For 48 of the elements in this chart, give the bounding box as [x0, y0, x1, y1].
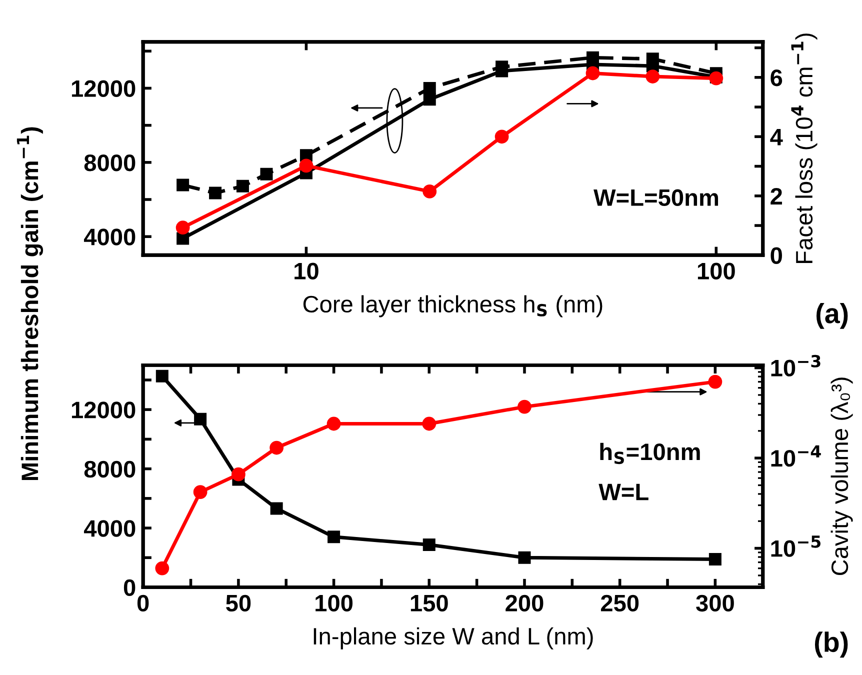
point: [193, 485, 208, 499]
y-tick-label: 12000: [72, 80, 136, 98]
x-tick-label: 300: [696, 594, 734, 612]
point: [422, 538, 436, 552]
annotation: h$_{S}$=10nm: [600, 442, 700, 464]
y-tick-label: 4000: [84, 520, 136, 537]
y-tick-label: 0: [124, 579, 136, 596]
point: [156, 370, 168, 382]
text: (a): [816, 302, 848, 329]
x-tick-label: 100: [316, 594, 353, 612]
y2-tick-label: 4: [770, 128, 783, 146]
annotation: W=L=50nm: [594, 189, 718, 206]
x-tick-label: 100: [698, 262, 735, 280]
text: (b): [814, 632, 848, 658]
y2-tick-label: 2: [770, 188, 782, 204]
x-tick-label: 150: [410, 594, 448, 612]
y-tick-label: 8000: [84, 154, 136, 172]
x-tick-label: 10: [294, 262, 318, 280]
x-axis-title: Core layer thickness h$_{S}$ (nm): [303, 295, 602, 318]
y2-axis-title: Facet loss (10$^{4}$ cm$^{−1}$): [791, 34, 818, 263]
x-tick-label: 250: [600, 594, 639, 612]
y2-tick-label: 10$^{−5}$: [771, 536, 820, 557]
x-tick-label: 200: [506, 594, 544, 612]
point: [708, 553, 722, 566]
y2-tick-label: 0: [770, 247, 782, 264]
annotation: W=L: [598, 484, 648, 500]
x-tick-label: 0: [137, 594, 149, 612]
point: [518, 551, 531, 564]
point: [518, 400, 532, 414]
point: [232, 467, 246, 482]
point: [194, 412, 207, 426]
y2-tick-label: 6: [770, 69, 782, 86]
y2-tick-label: 10$^{−4}$: [771, 445, 821, 467]
y-tick-label: 4000: [84, 228, 136, 246]
y-axis-title: Minimum threshold gain (cm$^{−1}$): [16, 127, 44, 480]
point: [422, 416, 436, 431]
y-tick-label: 8000: [84, 460, 136, 478]
point: [708, 374, 722, 389]
point: [155, 561, 170, 576]
x-tick-label: 50: [226, 594, 251, 612]
point: [270, 440, 284, 455]
point: [270, 502, 283, 515]
y2-axis-title: Cavity volume (λ₀³): [830, 378, 853, 576]
x-axis-title: In-plane size W and L (nm): [314, 627, 593, 650]
point: [326, 416, 341, 431]
y-tick-label: 12000: [72, 402, 136, 418]
y2-tick-label: 10$^{−3}$: [771, 354, 820, 376]
point: [328, 530, 340, 544]
